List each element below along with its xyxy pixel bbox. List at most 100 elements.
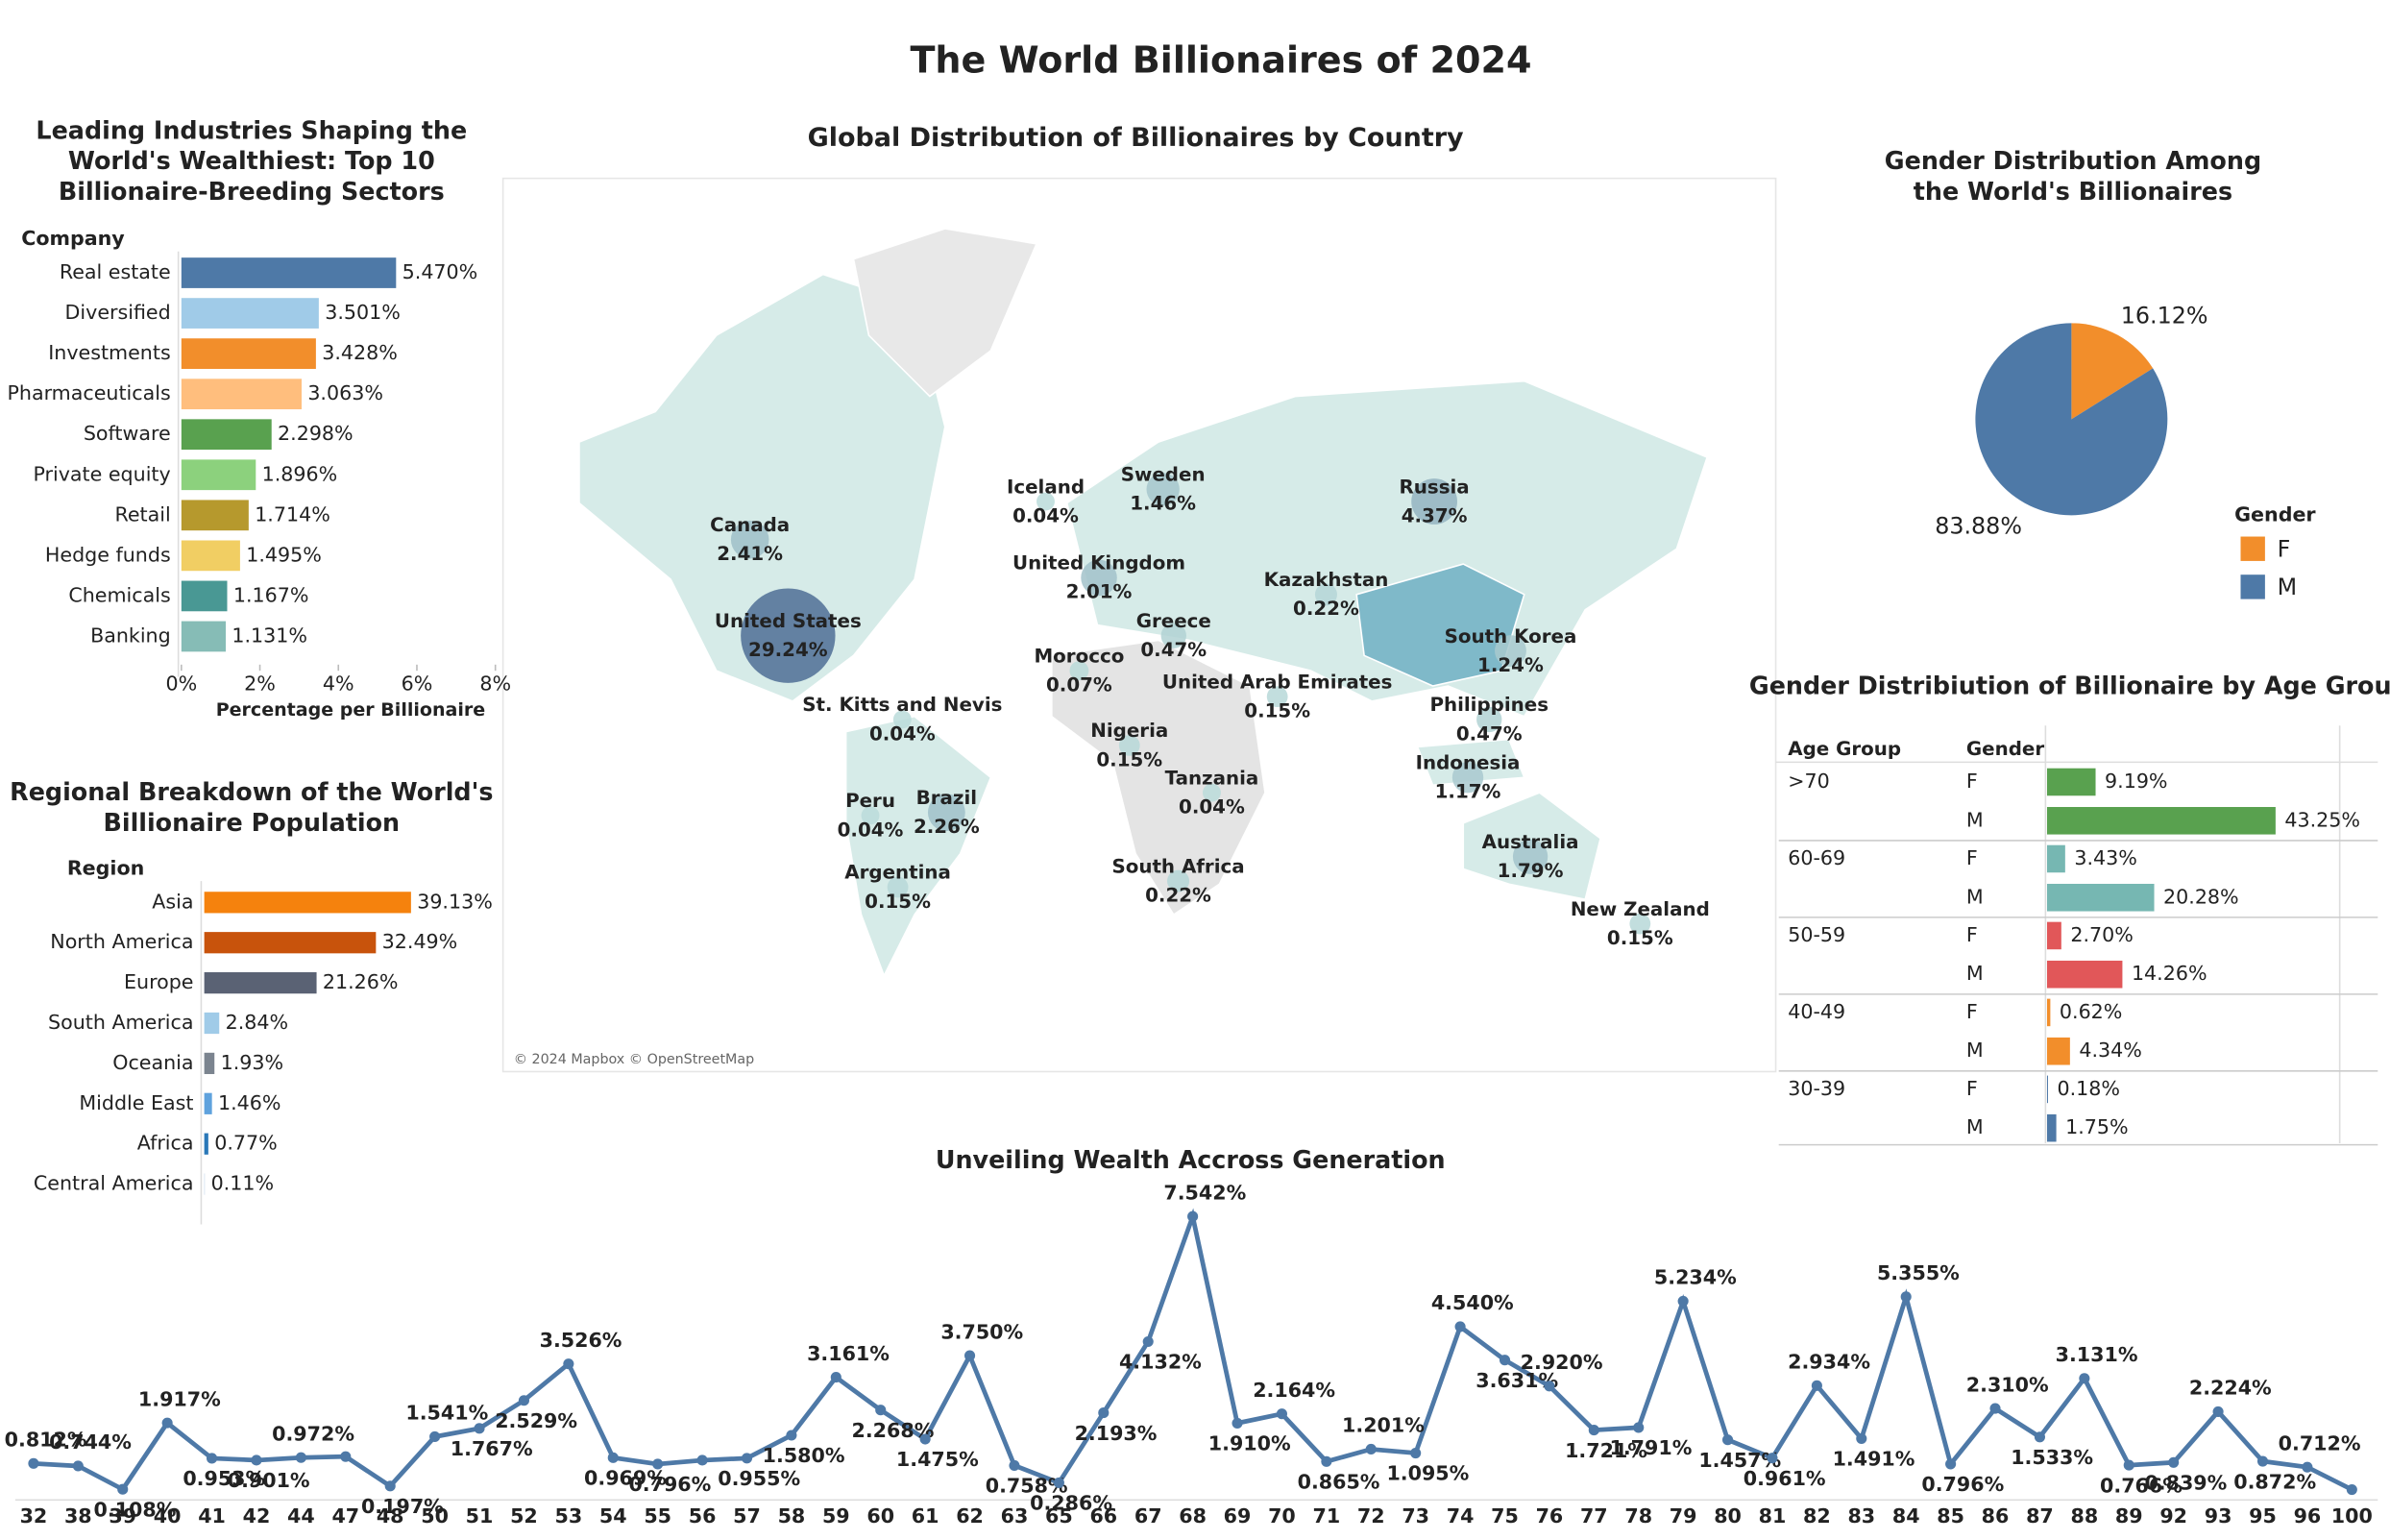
country-mark: [927, 794, 965, 832]
value-label: 9.19%: [2105, 770, 2167, 793]
value-label: 7.542%: [1163, 1181, 1246, 1204]
x-tick-label: 4%: [323, 672, 354, 695]
gender-label: F: [1966, 1077, 1978, 1100]
x-tick-label: 39: [109, 1504, 136, 1528]
value-label: 20.28%: [2163, 885, 2239, 908]
country-mark: [1160, 623, 1186, 648]
point: [429, 1430, 441, 1443]
country-value: 2.26%: [914, 816, 980, 838]
country-name: Australia: [1482, 831, 1579, 853]
point: [1856, 1432, 1867, 1444]
x-tick-label: 41: [198, 1504, 226, 1528]
point: [652, 1458, 664, 1470]
point: [786, 1430, 797, 1441]
point: [161, 1417, 173, 1429]
value-label: 0.758%: [986, 1475, 1068, 1498]
bar: [181, 459, 256, 491]
country-mark: [1629, 913, 1651, 935]
pie-title: Gender Distribution Among the World's Bi…: [1884, 146, 2262, 207]
point: [340, 1451, 352, 1462]
country-mark: [1167, 869, 1190, 892]
point: [1811, 1380, 1822, 1391]
country-mark: [892, 710, 912, 729]
value-label: 0.62%: [2060, 1000, 2122, 1023]
country-value: 0.07%: [1046, 674, 1112, 697]
point: [72, 1460, 84, 1472]
value-label: 0.712%: [2279, 1431, 2361, 1454]
age-group: 40-49: [1788, 1000, 1845, 1023]
country-name: St. Kitts and Nevis: [802, 694, 1002, 716]
x-tick-label: 81: [1759, 1504, 1787, 1528]
country-value: 0.04%: [1179, 795, 1245, 818]
point: [2346, 1483, 2357, 1496]
value-label: 3.131%: [2056, 1343, 2138, 1366]
x-tick-label: 77: [1580, 1504, 1608, 1528]
value-label: 4.34%: [2079, 1039, 2141, 1062]
bar: [204, 1092, 212, 1114]
country-name: Russia: [1400, 476, 1470, 498]
value-label: 0.197%: [361, 1495, 444, 1518]
category-label: Africa: [137, 1132, 194, 1155]
point: [1321, 1455, 1332, 1467]
country-value: 0.04%: [1012, 504, 1079, 526]
country-value: 0.15%: [865, 891, 931, 913]
point: [1499, 1355, 1511, 1366]
point: [696, 1454, 708, 1466]
legend-label: F: [2278, 535, 2291, 562]
country-name: South Korea: [1445, 625, 1577, 648]
value-label: 1.457%: [1698, 1449, 1781, 1472]
bar: [181, 257, 397, 288]
point: [2168, 1456, 2180, 1468]
country-value: 0.04%: [869, 722, 936, 745]
x-tick-label: 71: [1313, 1504, 1341, 1528]
x-tick-label: 69: [1224, 1504, 1252, 1528]
value-label: 0.812%: [5, 1429, 87, 1452]
gender-label: F: [1966, 770, 1978, 793]
value-label: 0.796%: [628, 1473, 711, 1496]
country-value: 2.01%: [1066, 581, 1133, 603]
point: [1633, 1422, 1645, 1433]
country-mark: [1411, 478, 1457, 525]
country-name: Tanzania: [1165, 767, 1259, 789]
value-label: 0.77%: [214, 1132, 277, 1155]
value-label: 1.495%: [246, 543, 322, 566]
x-tick-label: 68: [1179, 1504, 1207, 1528]
country-value: 0.22%: [1145, 884, 1211, 906]
value-label: 2.529%: [495, 1409, 577, 1432]
category-label: Hedge funds: [45, 543, 171, 566]
value-label: 3.063%: [307, 381, 383, 404]
value-label: 1.93%: [221, 1051, 283, 1074]
bar: [181, 338, 316, 369]
point: [1588, 1425, 1599, 1436]
column-header: Company: [21, 227, 125, 250]
x-tick-label: 92: [2159, 1504, 2187, 1528]
industry-title: Leading Industries Shaping the World's W…: [36, 115, 468, 207]
point: [518, 1395, 529, 1406]
column-header: Region: [67, 856, 145, 879]
point: [964, 1350, 976, 1361]
slice-label: 16.12%: [2121, 303, 2208, 330]
country-name: United Arab Emirates: [1162, 671, 1393, 693]
x-tick-label: 65: [1045, 1504, 1073, 1528]
value-label: 0.955%: [718, 1467, 800, 1490]
bar: [2046, 844, 2065, 873]
legend-swatch: [2240, 574, 2265, 599]
age-group: 30-39: [1788, 1077, 1845, 1100]
country-name: Peru: [845, 790, 895, 812]
country-name: Brazil: [916, 787, 977, 809]
value-label: 0.839%: [2144, 1472, 2227, 1495]
point: [1098, 1407, 1110, 1419]
value-label: 3.501%: [325, 301, 401, 324]
x-tick-label: 83: [1847, 1504, 1875, 1528]
country-name: Canada: [710, 514, 790, 536]
pie-slice: [2071, 323, 2154, 420]
x-tick-label: 82: [1803, 1504, 1831, 1528]
point: [1232, 1417, 1243, 1429]
x-tick-label: 6%: [402, 672, 433, 695]
value-label: 32.49%: [382, 930, 458, 953]
x-tick-label: 59: [822, 1504, 850, 1528]
land: [578, 228, 1709, 978]
bar: [204, 1012, 220, 1035]
country-value: 0.15%: [1244, 700, 1310, 722]
x-tick-label: 50: [421, 1504, 449, 1528]
